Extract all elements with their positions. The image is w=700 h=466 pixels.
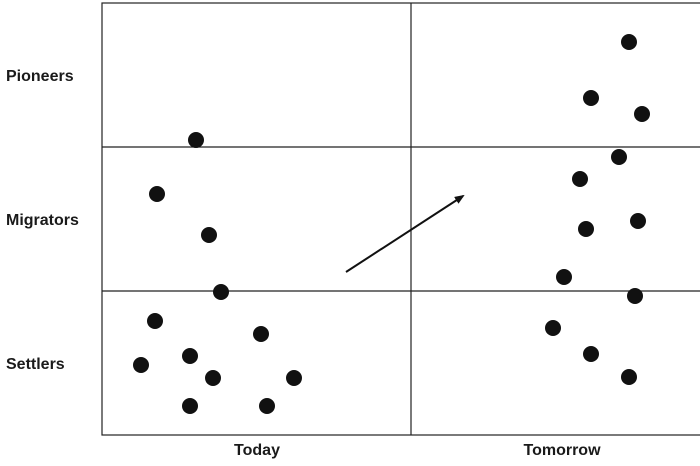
- dot-14: [634, 106, 650, 122]
- dot-12: [621, 34, 637, 50]
- dot-13: [583, 90, 599, 106]
- dot-6: [182, 348, 198, 364]
- dot-11: [259, 398, 275, 414]
- dot-7: [133, 357, 149, 373]
- dot-21: [545, 320, 561, 336]
- column-label-today: Today: [234, 442, 280, 459]
- dot-2: [201, 227, 217, 243]
- shift-arrow: [345, 194, 465, 273]
- row-label-migrators: Migrators: [6, 212, 79, 229]
- dot-5: [253, 326, 269, 342]
- column-label-tomorrow: Tomorrow: [523, 442, 601, 459]
- dot-19: [556, 269, 572, 285]
- dot-15: [611, 149, 627, 165]
- dot-3: [213, 284, 229, 300]
- dot-9: [286, 370, 302, 386]
- dot-10: [182, 398, 198, 414]
- dot-22: [583, 346, 599, 362]
- dot-4: [147, 313, 163, 329]
- row-label-settlers: Settlers: [6, 356, 65, 373]
- dot-17: [578, 221, 594, 237]
- dot-1: [149, 186, 165, 202]
- dot-23: [621, 369, 637, 385]
- dots: [133, 34, 650, 414]
- dot-0: [188, 132, 204, 148]
- dot-8: [205, 370, 221, 386]
- row-label-pioneers: Pioneers: [6, 68, 74, 85]
- grid-border: [101, 2, 700, 436]
- grid: [101, 2, 700, 436]
- dot-18: [630, 213, 646, 229]
- dot-20: [627, 288, 643, 304]
- dot-16: [572, 171, 588, 187]
